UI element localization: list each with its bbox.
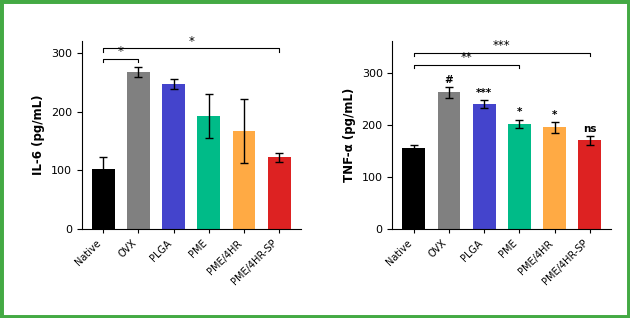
Text: ***: *** <box>476 88 492 98</box>
Bar <box>403 148 425 229</box>
Bar <box>472 104 496 229</box>
Y-axis label: TNF-α (pg/mL): TNF-α (pg/mL) <box>343 88 356 182</box>
Text: *: * <box>188 35 194 48</box>
Text: **: ** <box>461 51 472 64</box>
Text: *: * <box>517 107 522 117</box>
Bar <box>162 84 185 229</box>
Text: #: # <box>445 75 454 85</box>
Bar <box>268 157 290 229</box>
Bar <box>127 72 150 229</box>
Bar <box>232 131 255 229</box>
Bar <box>197 116 220 229</box>
Bar <box>508 124 531 229</box>
Text: *: * <box>118 45 124 58</box>
Bar <box>543 127 566 229</box>
Bar <box>92 169 115 229</box>
Bar <box>438 93 461 229</box>
Y-axis label: IL-6 (pg/mL): IL-6 (pg/mL) <box>33 95 45 176</box>
Bar <box>578 140 601 229</box>
Text: *: * <box>552 110 557 120</box>
Text: ns: ns <box>583 124 597 134</box>
Text: ***: *** <box>493 39 510 52</box>
